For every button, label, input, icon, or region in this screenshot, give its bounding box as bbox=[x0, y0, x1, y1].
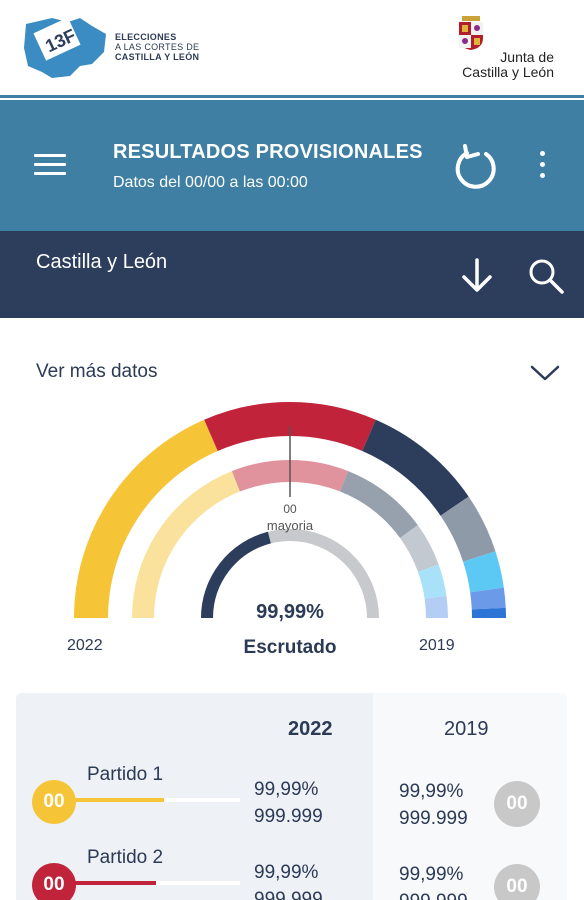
region-bar bbox=[0, 231, 584, 318]
inner-ring-segment bbox=[424, 595, 448, 619]
data-timestamp: Datos del 00/00 a las 00:00 bbox=[113, 174, 308, 191]
outer-ring-segment bbox=[440, 496, 496, 563]
elecciones-logo: 13F ELECCIONES A LAS CORTES DE CASTILLA … bbox=[22, 14, 212, 84]
junta-logo: Junta de Castilla y León bbox=[444, 16, 562, 86]
logo-line-2: A LAS CORTES DE bbox=[115, 42, 200, 52]
map-logo-icon: 13F bbox=[24, 17, 106, 78]
majority-label: mayoria bbox=[266, 518, 314, 533]
table-row[interactable]: Partido 2 00 99,99% 999.999 99,99% 999.9… bbox=[0, 843, 584, 900]
party-votes-2019: 999.999 bbox=[399, 891, 468, 900]
inner-ring-segment bbox=[132, 471, 241, 619]
refresh-icon[interactable] bbox=[453, 144, 499, 192]
inner-ring-segment bbox=[339, 471, 418, 539]
outer-ring-label: 2022 bbox=[67, 637, 103, 654]
party-bar-track bbox=[72, 881, 240, 885]
chevron-down-icon[interactable] bbox=[530, 364, 560, 382]
coat-of-arms-icon bbox=[459, 16, 483, 50]
party-seats-badge-2019: 00 bbox=[494, 781, 540, 827]
party-votes-2019: 999.999 bbox=[399, 808, 468, 829]
party-bar-fill bbox=[72, 881, 156, 885]
majority-value: 00 bbox=[283, 502, 297, 516]
party-bar-fill bbox=[72, 798, 165, 802]
search-icon[interactable] bbox=[527, 257, 565, 295]
seat-distribution-chart bbox=[74, 402, 506, 619]
party-percent-2022: 99,99% bbox=[254, 779, 319, 800]
hamburger-menu-icon[interactable] bbox=[34, 154, 66, 176]
top-branding-bar: 13F ELECCIONES A LAS CORTES DE CASTILLA … bbox=[0, 0, 584, 98]
party-seats-badge: 00 bbox=[32, 863, 76, 900]
party-votes-2022: 999.999 bbox=[254, 889, 323, 900]
logo-line-3: CASTILLA Y LEÓN bbox=[115, 52, 200, 62]
results-table bbox=[16, 693, 567, 900]
outer-ring-segment bbox=[462, 551, 504, 593]
more-options-icon[interactable] bbox=[540, 151, 548, 181]
junta-line-1: Junta de bbox=[500, 49, 554, 65]
party-seats-badge: 00 bbox=[32, 780, 76, 824]
scrutiny-label: Escrutado bbox=[243, 637, 337, 658]
download-icon[interactable] bbox=[460, 257, 494, 293]
scrutiny-percentage: 99,99% bbox=[256, 601, 324, 623]
party-seats-badge-2019: 00 bbox=[494, 864, 540, 900]
party-name: Partido 2 bbox=[87, 847, 164, 868]
party-votes-2022: 999.999 bbox=[254, 806, 323, 827]
party-percent-2019: 99,99% bbox=[399, 781, 464, 802]
outer-ring-segment bbox=[74, 419, 218, 619]
table-row[interactable]: Partido 1 00 99,99% 999.999 99,99% 999.9… bbox=[0, 760, 584, 840]
inner-ring-label: 2019 bbox=[419, 637, 455, 654]
column-header-2022: 2022 bbox=[288, 718, 333, 740]
outer-ring-segment bbox=[361, 419, 469, 517]
scrutiny-gauge-fill bbox=[201, 531, 272, 619]
outer-ring-segment bbox=[204, 402, 376, 452]
outer-ring-segment bbox=[470, 587, 506, 610]
more-data-toggle[interactable]: Ver más datos bbox=[36, 361, 158, 382]
region-selector[interactable]: Castilla y León bbox=[36, 251, 168, 273]
party-name: Partido 1 bbox=[87, 764, 164, 785]
results-header bbox=[0, 100, 584, 231]
inner-ring-segment bbox=[399, 525, 439, 573]
junta-line-2: Castilla y León bbox=[462, 64, 554, 80]
logo-line-1: ELECCIONES bbox=[115, 32, 177, 42]
page-title: RESULTADOS PROVISIONALES bbox=[113, 141, 423, 163]
inner-ring-segment bbox=[417, 564, 447, 600]
party-percent-2019: 99,99% bbox=[399, 864, 464, 885]
party-percent-2022: 99,99% bbox=[254, 862, 319, 883]
column-header-2019: 2019 bbox=[444, 718, 489, 740]
